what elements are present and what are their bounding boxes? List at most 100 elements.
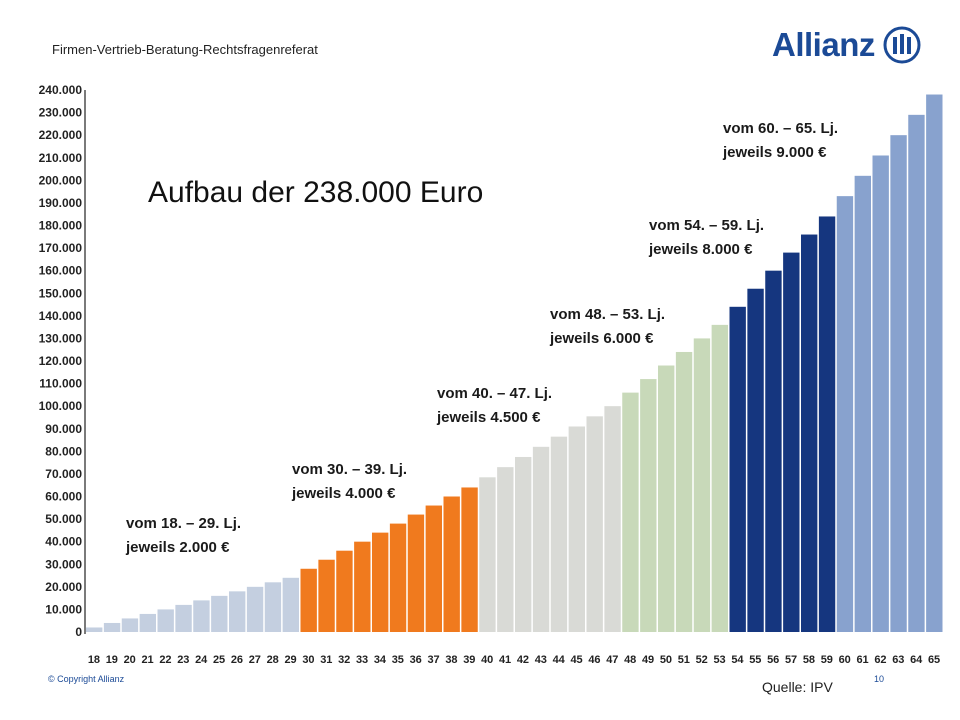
y-tick-label: 70.000 (45, 467, 82, 481)
bar (532, 446, 550, 632)
annotation-line: jeweils 9.000 € (723, 144, 827, 161)
annotation-range-54-59: vom 54. – 59. Lj. jeweils 8.000 € (649, 214, 764, 262)
y-tick-label: 120.000 (39, 354, 83, 368)
bar (175, 604, 192, 632)
x-tick-label: 18 (88, 654, 100, 666)
x-tick-label: 47 (606, 654, 618, 666)
x-tick-label: 58 (803, 654, 815, 666)
x-tick-label: 29 (284, 654, 296, 666)
annotation-line: jeweils 2.000 € (126, 539, 230, 556)
header-title: Firmen-Vertrieb-Beratung-Rechtsfragenref… (52, 42, 318, 57)
annotation-range-40-47: vom 40. – 47. Lj. jeweils 4.500 € (437, 382, 552, 430)
bar (675, 351, 693, 632)
y-tick-label: 0 (75, 625, 82, 639)
x-tick-label: 32 (338, 654, 350, 666)
bar (872, 155, 889, 632)
annotation-line: jeweils 6.000 € (550, 330, 654, 347)
annotation-line: vom 30. – 39. Lj. (292, 461, 408, 478)
y-tick-label: 100.000 (39, 399, 83, 413)
bar (604, 406, 621, 632)
x-tick-label: 36 (410, 654, 422, 666)
bar (282, 577, 299, 632)
x-tick-label: 40 (481, 654, 493, 666)
x-tick-label: 43 (535, 654, 547, 666)
bar (908, 114, 925, 632)
x-tick-label: 38 (445, 654, 457, 666)
y-tick-label: 90.000 (45, 422, 82, 436)
x-tick-label: 45 (570, 654, 582, 666)
bar (103, 622, 121, 632)
bar (264, 582, 282, 632)
bar (229, 591, 246, 632)
y-tick-label: 190.000 (39, 196, 83, 210)
y-tick-label: 60.000 (45, 490, 82, 504)
bar (193, 600, 210, 632)
y-tick-label: 170.000 (39, 241, 83, 255)
x-tick-label: 61 (856, 654, 868, 666)
bar (300, 568, 317, 632)
bar (818, 216, 836, 632)
y-tick-label: 160.000 (39, 264, 83, 278)
bar (693, 338, 711, 632)
bar (157, 609, 174, 632)
bar (640, 379, 657, 632)
x-tick-label: 39 (463, 654, 475, 666)
bar (354, 541, 371, 632)
allianz-logo[interactable]: Allianz (772, 26, 921, 64)
x-tick-label: 51 (678, 654, 690, 666)
y-tick-label: 200.000 (39, 173, 83, 187)
bar (443, 496, 460, 632)
x-tick-label: 23 (177, 654, 189, 666)
x-tick-label: 55 (749, 654, 761, 666)
copyright-notice: © Copyright Allianz (48, 674, 125, 684)
y-tick-label: 140.000 (39, 309, 83, 323)
x-tick-label: 19 (106, 654, 118, 666)
y-tick-label: 80.000 (45, 444, 82, 458)
source-note: Quelle: IPV (762, 679, 833, 695)
annotation-line: jeweils 4.500 € (437, 409, 541, 426)
bar (854, 175, 871, 633)
x-tick-label: 33 (356, 654, 368, 666)
y-tick-label: 130.000 (39, 331, 83, 345)
y-tick-label: 220.000 (39, 128, 83, 142)
x-tick-label: 20 (124, 654, 136, 666)
x-tick-label: 59 (821, 654, 833, 666)
annotation-line: vom 60. – 65. Lj. (723, 120, 839, 137)
bar (336, 550, 353, 632)
chart-title: Aufbau der 238.000 Euro (148, 176, 484, 209)
bar (139, 613, 156, 632)
annotation-range-18-29: vom 18. – 29. Lj. jeweils 2.000 € (126, 512, 241, 560)
bar (711, 324, 728, 632)
bar (121, 618, 139, 632)
y-tick-label: 110.000 (39, 377, 82, 391)
x-tick-label: 35 (392, 654, 404, 666)
x-tick-label: 54 (731, 654, 744, 666)
annotation-range-30-39: vom 30. – 39. Lj. jeweils 4.000 € (292, 458, 407, 506)
x-tick-label: 22 (159, 654, 171, 666)
bar (658, 365, 675, 632)
y-tick-label: 30.000 (45, 557, 82, 571)
x-tick-label: 46 (588, 654, 600, 666)
y-tick-label: 210.000 (39, 151, 83, 165)
annotation-range-48-53: vom 48. – 53. Lj. jeweils 6.000 € (550, 303, 665, 351)
x-tick-label: 48 (624, 654, 636, 666)
y-tick-label: 40.000 (45, 535, 82, 549)
bar (747, 288, 764, 632)
bar (461, 487, 478, 632)
bar (479, 477, 496, 632)
x-tick-label: 21 (141, 654, 153, 666)
x-tick-label: 53 (713, 654, 725, 666)
annotation-line: vom 18. – 29. Lj. (126, 515, 242, 532)
bar (765, 270, 782, 632)
annotation-line: jeweils 4.000 € (292, 485, 396, 502)
x-tick-label: 26 (231, 654, 243, 666)
x-tick-label: 56 (767, 654, 779, 666)
bar (425, 505, 442, 632)
x-tick-label: 41 (499, 654, 511, 666)
x-tick-label: 34 (374, 654, 387, 666)
bar (586, 416, 603, 632)
bar (568, 426, 585, 632)
y-tick-label: 180.000 (39, 219, 83, 233)
x-tick-label: 31 (320, 654, 332, 666)
